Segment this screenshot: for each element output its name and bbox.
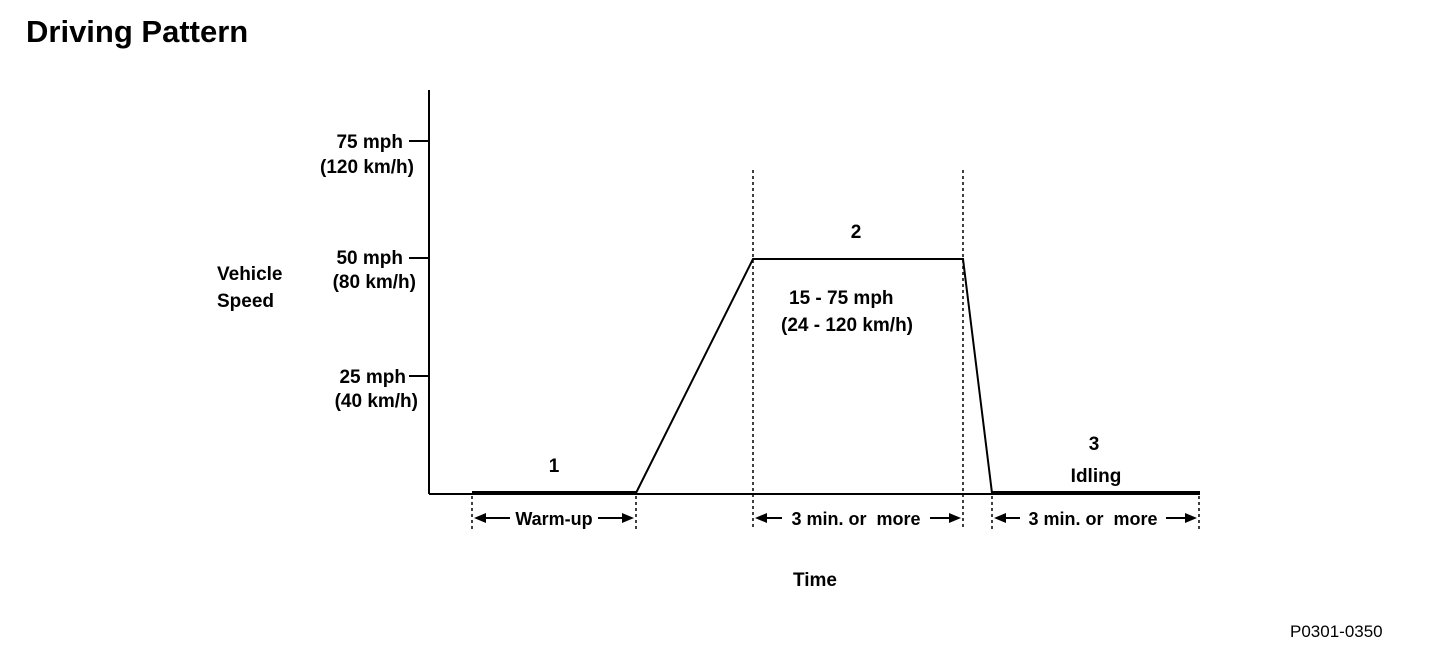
phase-2-arrowhead-right [949, 513, 961, 523]
y-axis-label-line-1: Vehicle [217, 264, 283, 285]
y-axis-label-line-2: Speed [217, 291, 274, 312]
phase-3-name: Idling [1071, 466, 1122, 487]
phase-3-duration-label: 3 min. or more [1028, 509, 1157, 529]
phase-2-duration-label: 3 min. or more [791, 509, 920, 529]
warm-up-arrowhead-left [474, 513, 486, 523]
tick-label-50-mph: 50 mph [336, 248, 403, 269]
tick-label-120-kmh: (120 km/h) [320, 157, 414, 178]
tick-label-40-kmh: (40 km/h) [335, 391, 418, 412]
phase-2-arrowhead-left [755, 513, 767, 523]
phase-2-speed-range-mph: 15 - 75 mph [789, 288, 894, 309]
warm-up-duration-label: Warm-up [515, 509, 592, 529]
tick-label-25-mph: 25 mph [339, 367, 406, 388]
speed-profile-line [635, 258, 993, 494]
phase-3-arrowhead-right [1185, 513, 1197, 523]
phase-2-speed-range-kmh: (24 - 120 km/h) [781, 315, 913, 336]
x-axis-label: Time [793, 570, 837, 591]
phase-1-number: 1 [549, 456, 560, 477]
phase-2-number: 2 [851, 222, 862, 243]
tick-label-80-kmh: (80 km/h) [333, 272, 416, 293]
warm-up-arrowhead-right [622, 513, 634, 523]
tick-label-75-mph: 75 mph [336, 132, 403, 153]
figure-id: P0301-0350 [1290, 622, 1383, 641]
phase-3-arrowhead-left [994, 513, 1006, 523]
page-title: Driving Pattern [26, 14, 249, 49]
phase-3-number: 3 [1089, 434, 1100, 455]
